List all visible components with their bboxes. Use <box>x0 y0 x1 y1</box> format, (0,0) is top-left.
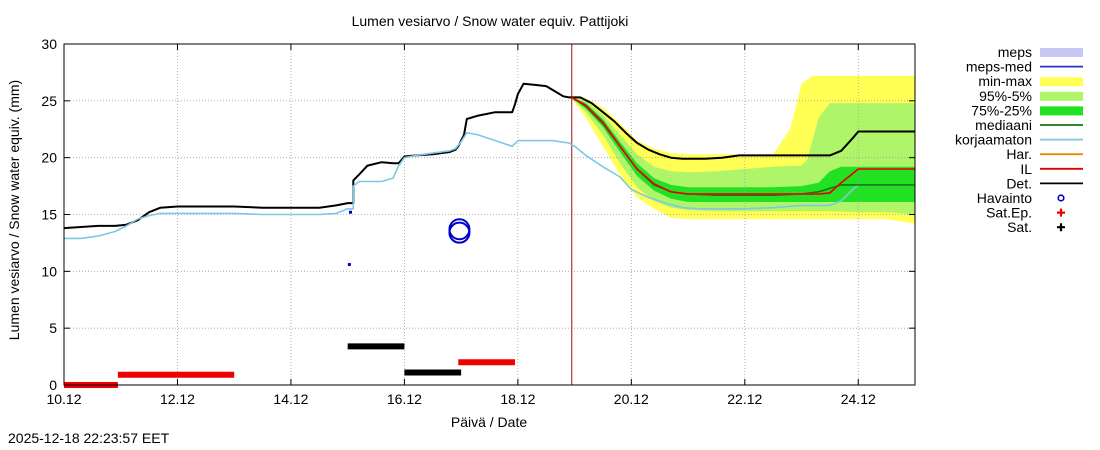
y-tick-label: 10 <box>41 263 57 279</box>
series-korjaamaton <box>64 131 915 240</box>
observation-point <box>349 210 353 214</box>
band-75-25 <box>571 97 915 202</box>
footer-timestamp: 2025-12-18 22:23:57 EET <box>8 430 170 446</box>
legend-item-meps-swatch <box>1040 48 1083 57</box>
legend-item-95-5-swatch <box>1040 91 1083 101</box>
legend-item-sat-ep-label: Sat.Ep. <box>986 205 1032 221</box>
legend-item-meps-med-label: meps-med <box>966 59 1032 75</box>
x-tick-label: 10.12 <box>46 391 81 407</box>
x-tick-label: 18.12 <box>500 391 535 407</box>
grid <box>64 44 915 385</box>
legend-item-sat-swatch <box>1057 223 1065 232</box>
x-tick-label: 22.12 <box>727 391 762 407</box>
legend-item-meps-label: meps <box>998 44 1032 60</box>
legend-item-il-label: IL <box>1020 161 1032 177</box>
y-axis-label: Lumen vesiarvo / Snow water equiv. (mm) <box>6 80 22 340</box>
series-il <box>571 96 915 195</box>
legend-item-havainto-swatch <box>1057 194 1065 202</box>
observation-point <box>347 263 351 267</box>
y-tick-label: 15 <box>41 207 57 223</box>
x-tick-label: 14.12 <box>273 391 308 407</box>
legend-item-sat-ep-swatch <box>1057 208 1065 217</box>
x-tick-label: 12.12 <box>160 391 195 407</box>
legend: mepsmeps-medmin-max95%-5%75%-25%mediaani… <box>955 44 1083 235</box>
legend-item-mediaani-label: mediaani <box>975 117 1032 133</box>
legend-item-95-5-label: 95%-5% <box>979 88 1032 104</box>
legend-item-havainto-label: Havainto <box>977 190 1032 206</box>
x-axis-label: Päivä / Date <box>451 414 527 430</box>
series-det <box>63 82 915 230</box>
chart-title: Lumen vesiarvo / Snow water equiv. Patti… <box>352 13 629 29</box>
x-tick-label: 16.12 <box>387 391 422 407</box>
series-lines <box>63 82 915 240</box>
legend-item-har-label: Har. <box>1006 146 1032 162</box>
legend-item-det-label: Det. <box>1006 175 1032 191</box>
legend-item-min-max-label: min-max <box>978 73 1032 89</box>
legend-item-75-25-label: 75%-25% <box>971 102 1032 118</box>
y-tick-label: 25 <box>41 93 57 109</box>
y-tick-label: 5 <box>49 320 57 336</box>
y-tick-label: 20 <box>41 150 57 166</box>
havainto-point <box>448 221 471 244</box>
legend-item-75-25-swatch <box>1040 106 1083 116</box>
x-tick-label: 24.12 <box>841 391 876 407</box>
x-tick-label: 20.12 <box>614 391 649 407</box>
y-tick-label: 30 <box>41 36 57 52</box>
legend-item-sat-label: Sat. <box>1007 219 1032 235</box>
y-tick-label: 0 <box>49 377 57 393</box>
legend-item-min-max-swatch <box>1040 77 1083 87</box>
axes: 0 5 10 15 20 25 30 10.12 12.12 14.12 16.12 18.12 20.… <box>41 36 915 407</box>
legend-item-korjaamaton-label: korjaamaton <box>955 132 1032 148</box>
